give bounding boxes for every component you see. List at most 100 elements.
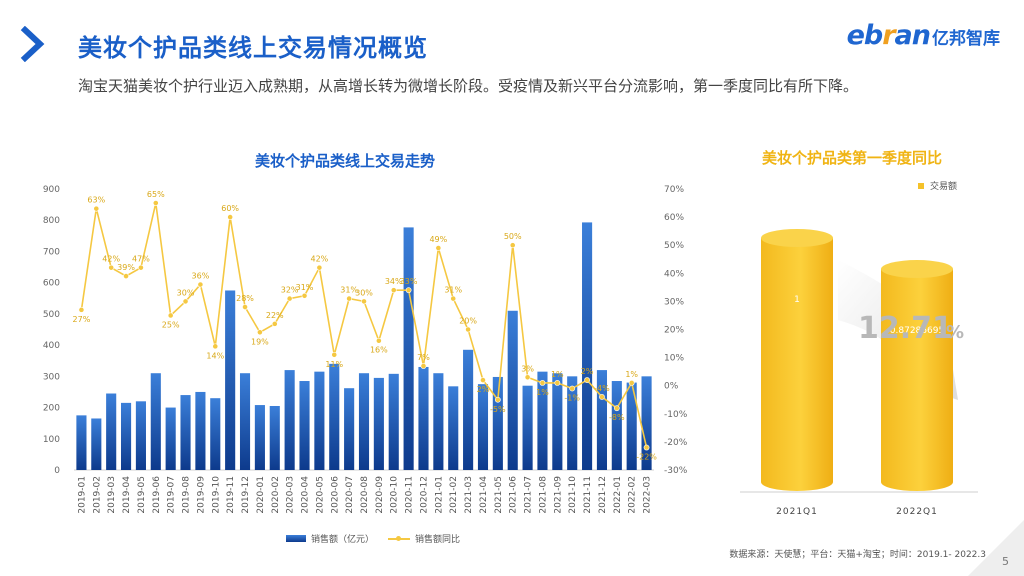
x-tick-label: 2021-03 [464,476,474,514]
x-tick-label: 2021-09 [553,476,563,514]
sales-bar [135,401,146,470]
yoy-data-label: -5% [490,405,506,414]
cylinder-value-label: 0.87286695 [890,326,944,336]
yoy-point [599,394,605,400]
x-tick-label: 2019-11 [226,476,236,514]
page-title: 美妆个护品类线上交易情况概览 [78,34,428,62]
legend-swatch-line [388,535,411,542]
yoy-data-label: 49% [429,235,447,244]
sales-bar [150,373,161,470]
x-tick-label: 2019-12 [241,476,251,514]
cylinder-body [761,238,833,491]
yoy-point [465,326,472,333]
trend-legend: 销售额（亿元） 销售额同比 [286,532,460,545]
sales-bar [611,381,622,470]
x-tick-label: 2021-12 [598,476,608,514]
sales-bar [433,373,444,470]
sales-bar [418,366,429,470]
sales-bar [641,376,652,470]
x-tick-label: 2020-10 [390,476,400,514]
y-right-tick: -10% [664,410,688,420]
yoy-data-label: 36% [192,272,210,281]
yoy-point [643,444,650,451]
logo-latin: ebran [846,20,931,51]
x-tick-label: 2021-01 [434,476,444,514]
sales-bar [106,393,117,470]
y-right-tick: 0% [664,382,679,392]
trend-chart: 0 100 200 300 400 500 600 700 800 900 -30% -20% -10%… [43,185,688,514]
yoy-data-label: 31% [296,283,314,292]
sales-bar [522,385,533,470]
legend-item-yoy: 销售额同比 [388,532,460,545]
decline-annotation: 12.71 [858,311,953,346]
yoy-point [450,295,457,302]
yoy-point [167,312,174,319]
sales-bar [269,405,280,470]
yoy-point [152,200,159,206]
cylinder-category-label: 2021Q1 [776,507,818,517]
yoy-data-label: 42% [310,255,328,264]
yoy-point [286,295,293,302]
x-tick-label: 2021-11 [583,476,593,514]
yoy-point [227,214,234,220]
x-tick-label: 2021-06 [509,476,519,514]
sales-bar [314,371,325,470]
sales-bar [358,373,370,470]
x-tick-label: 2021-08 [538,476,548,514]
x-tick-label: 2019-05 [137,476,147,514]
y-left-tick: 300 [43,372,60,382]
sales-bar [225,290,236,470]
x-tick-label: 2021-02 [449,476,459,514]
yoy-data-label: 1% [625,370,638,379]
yoy-data-label: 63% [87,196,105,205]
sales-bar [91,418,102,470]
yoy-data-label: 22% [266,311,284,320]
yoy-point [123,273,129,280]
sales-bar [76,415,87,470]
yoy-point [93,205,100,212]
sales-bar [373,377,384,470]
x-tick-label: 2020-01 [256,476,266,514]
x-tick-label: 2020-05 [315,476,325,514]
y-right-tick: 60% [664,213,684,223]
q1-chart-title: 美妆个护品类第一季度同比 [762,149,943,167]
yoy-point [108,264,115,271]
yoy-data-label: -22% [636,453,657,462]
x-tick-label: 2019-02 [92,476,102,514]
yoy-data-label: 20% [459,317,477,326]
sales-bar [626,382,637,470]
yoy-point [420,363,427,369]
yoy-data-label: 19% [251,337,269,346]
x-tick-label: 2021-05 [494,476,504,514]
yoy-point [405,287,412,294]
x-tick-label: 2019-01 [77,476,87,514]
sales-bar [552,373,563,470]
sales-bar [537,371,548,470]
yoy-data-label: 2% [581,367,594,376]
sales-bar [284,370,295,470]
data-source: 数据来源：天使慧；平台：天猫+淘宝；时间：2019.1- 2022.3 [729,550,986,560]
sales-bar [329,363,340,470]
sales-bar [492,376,503,470]
x-tick-label: 2021-07 [524,476,534,514]
cylinder-top [881,260,953,279]
sales-bar [507,310,518,470]
yoy-data-label: 1% [551,370,564,379]
yoy-point [361,298,367,305]
yoy-data-label: 50% [504,232,522,241]
yoy-data-label: 1% [536,388,549,397]
legend-swatch-bar [286,535,306,542]
yoy-data-label: 31% [444,286,462,295]
legend-label-yoy: 销售额同比 [415,535,461,545]
x-tick-label: 2019-03 [107,476,117,514]
yoy-data-label: 32% [281,286,299,295]
legend-swatch-trade [918,183,924,189]
x-tick-label: 2020-03 [286,476,296,514]
yoy-point [316,264,323,271]
sales-bar [388,373,399,470]
sales-bar [180,395,191,470]
yoy-data-label: 31% [340,286,358,295]
sales-bar [239,373,251,470]
y-left-tick: 800 [43,216,60,226]
x-tick-label: 2019-06 [152,476,162,514]
